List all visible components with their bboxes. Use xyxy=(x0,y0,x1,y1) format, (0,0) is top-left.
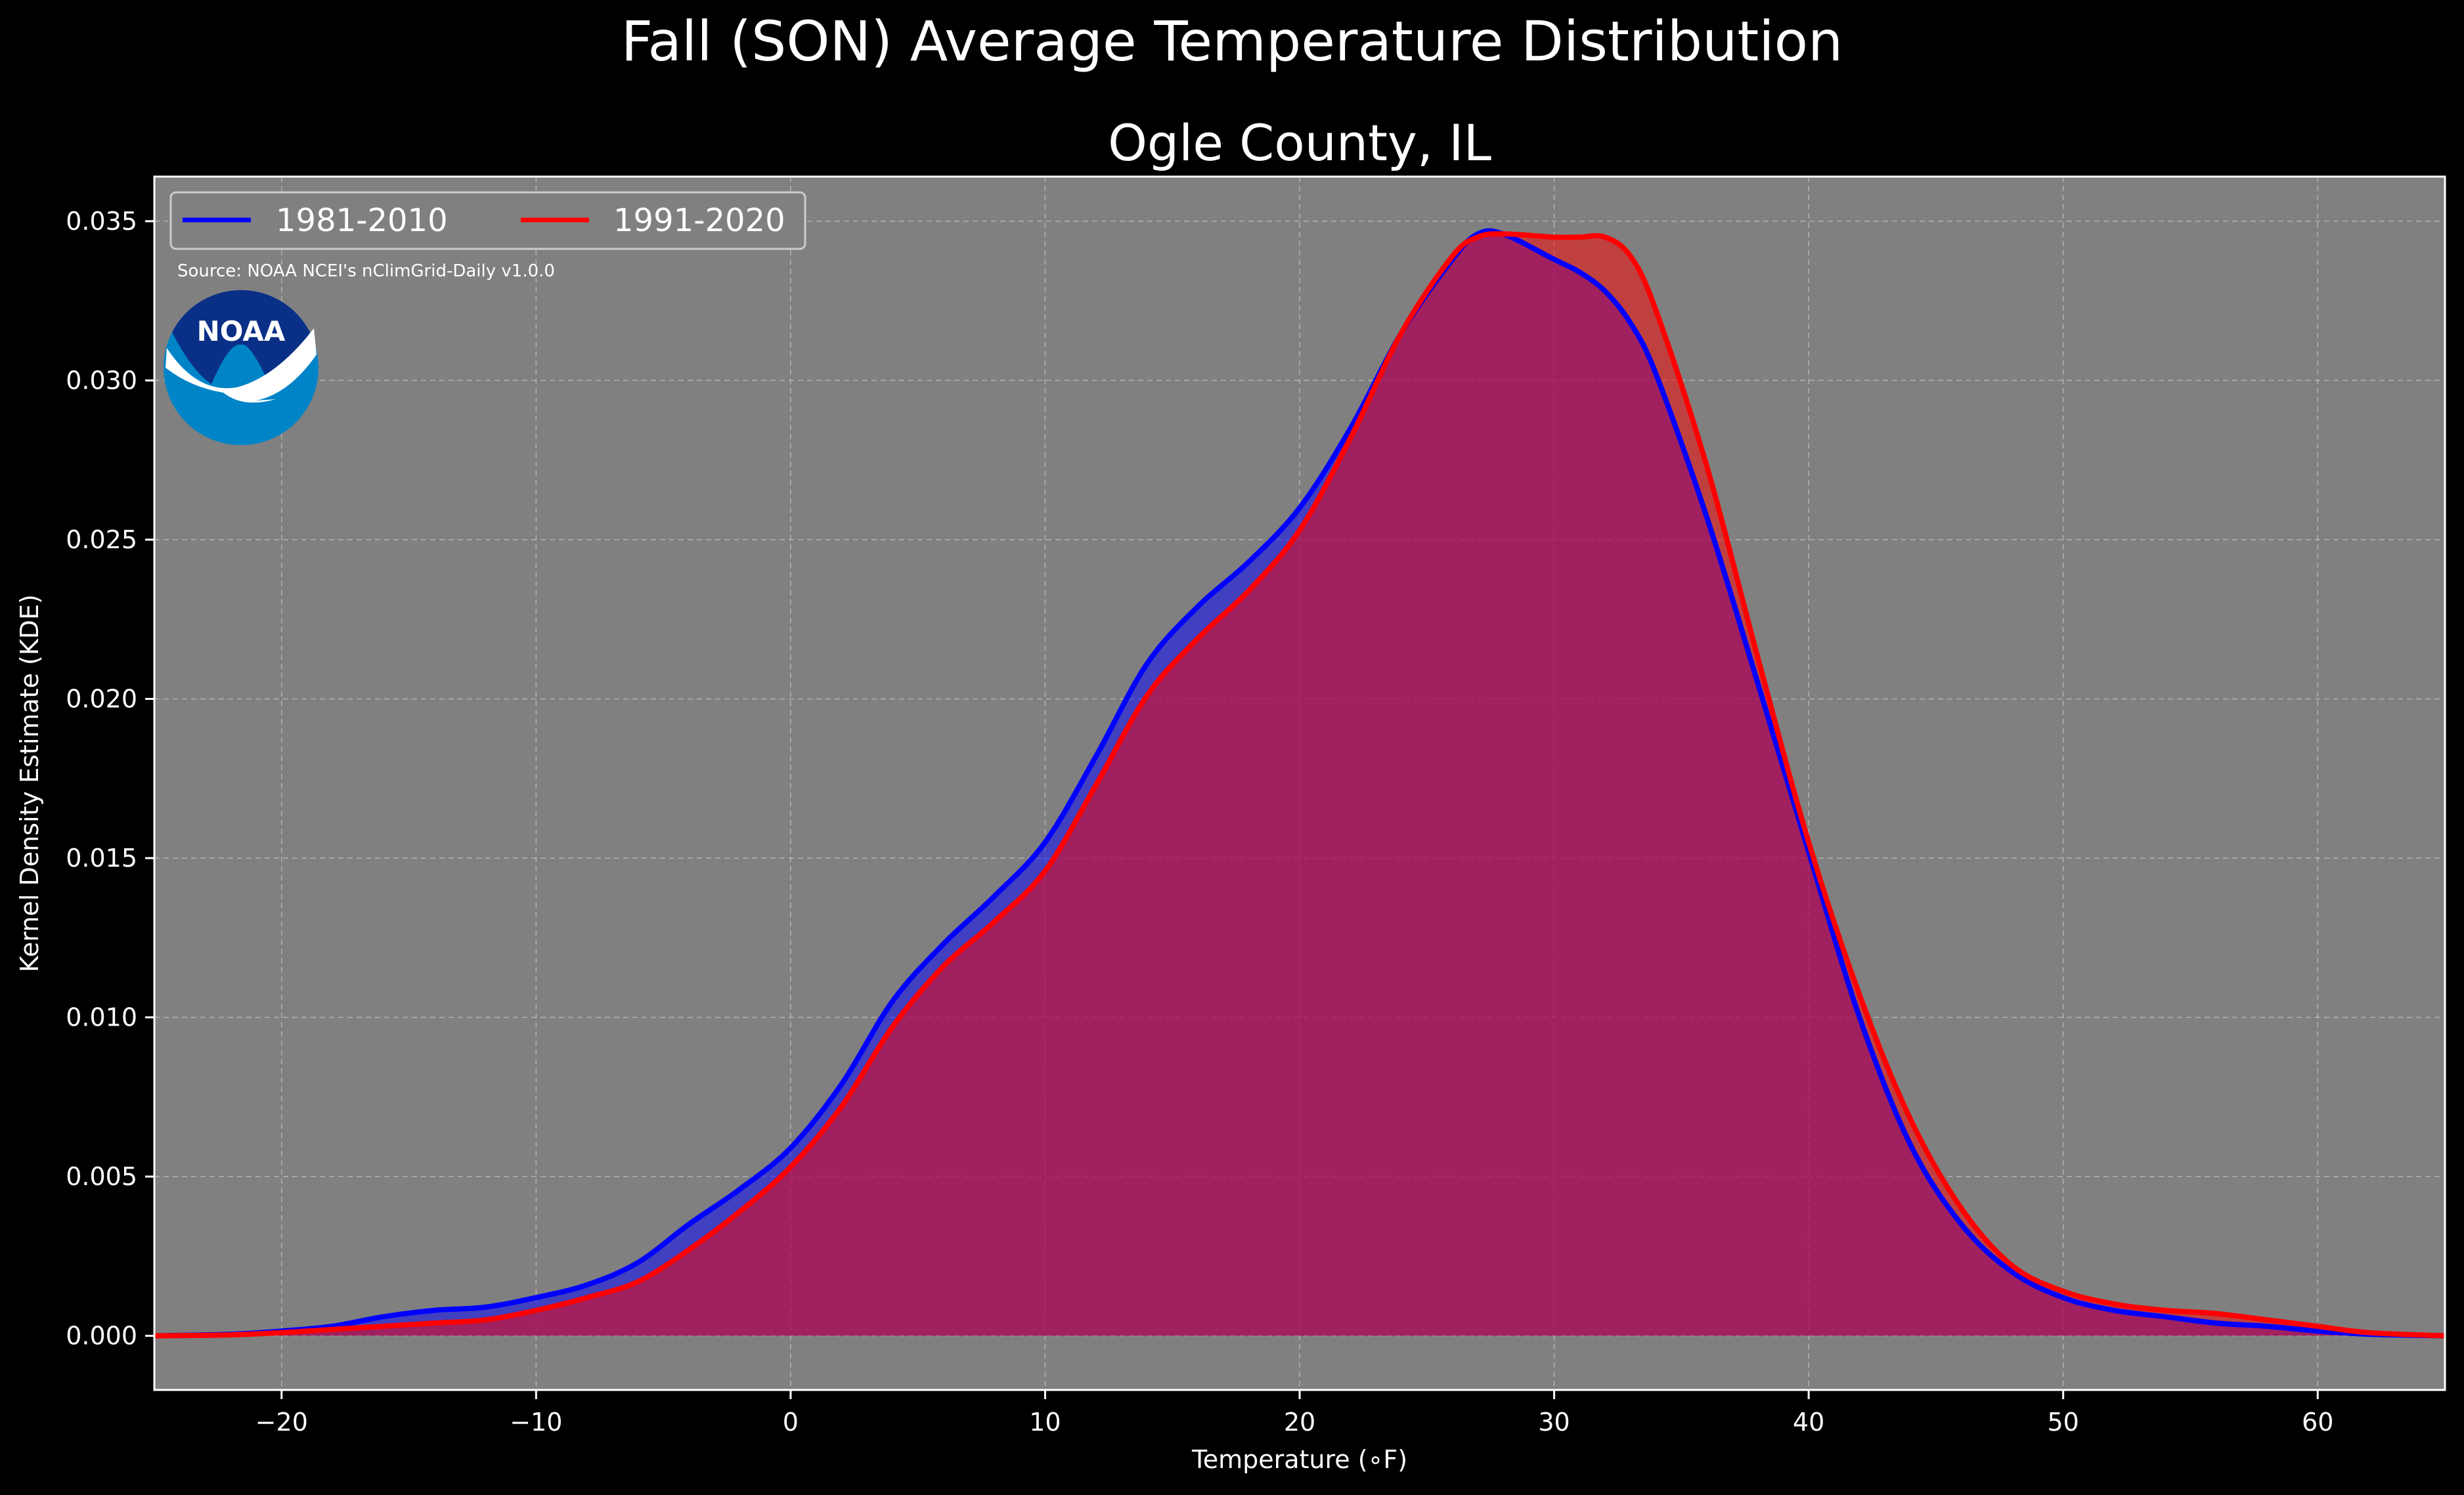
source-note: Source: NOAA NCEI's nClimGrid-Daily v1.0… xyxy=(177,261,555,281)
x-tick-label: −10 xyxy=(510,1408,562,1437)
x-tick-label: 40 xyxy=(1793,1408,1824,1437)
noaa-logo: NOAA xyxy=(164,290,319,445)
y-tick-label: 0.005 xyxy=(66,1162,137,1191)
x-tick-label: 50 xyxy=(2047,1408,2079,1437)
chart-title: Fall (SON) Average Temperature Distribut… xyxy=(621,9,1843,74)
y-tick-label: 0.010 xyxy=(66,1003,137,1032)
y-axis: 0.000 0.005 0.010 0.015 0.020 0.025 0.030 0.035 xyxy=(66,207,154,1351)
x-tick-label: 20 xyxy=(1284,1408,1315,1437)
noaa-logo-bird xyxy=(165,328,317,403)
x-tick-label: 60 xyxy=(2302,1408,2333,1437)
line-1991-2020 xyxy=(154,231,2446,1339)
density-lines xyxy=(154,228,2446,1339)
x-tick-label: 30 xyxy=(1538,1408,1570,1437)
noaa-logo-inner xyxy=(172,290,310,384)
x-axis-label: Temperature (∘F) xyxy=(1191,1445,1407,1474)
x-tick-label: 0 xyxy=(783,1408,799,1437)
y-tick-label: 0.025 xyxy=(66,525,137,554)
noaa-logo-text: NOAA xyxy=(197,315,286,347)
y-tick-label: 0.020 xyxy=(66,684,137,713)
y-tick-label: 0.000 xyxy=(66,1322,137,1351)
legend-box xyxy=(169,191,806,250)
x-axis: −20 −10 0 10 20 30 40 50 60 xyxy=(255,1390,2333,1437)
y-axis-label: Kernel Density Estimate (KDE) xyxy=(15,594,44,972)
legend: 1981-2010 1991-2020 xyxy=(169,191,806,250)
x-tick-label: −20 xyxy=(255,1408,308,1437)
y-tick-label: 0.030 xyxy=(66,366,137,395)
legend-label-1981-2010: 1981-2010 xyxy=(276,202,448,239)
chart-subtitle: Ogle County, IL xyxy=(1108,114,1491,172)
x-tick-label: 10 xyxy=(1029,1408,1061,1437)
legend-label-1991-2020: 1991-2020 xyxy=(613,202,785,239)
y-tick-label: 0.035 xyxy=(66,207,137,236)
y-tick-label: 0.015 xyxy=(66,844,137,873)
